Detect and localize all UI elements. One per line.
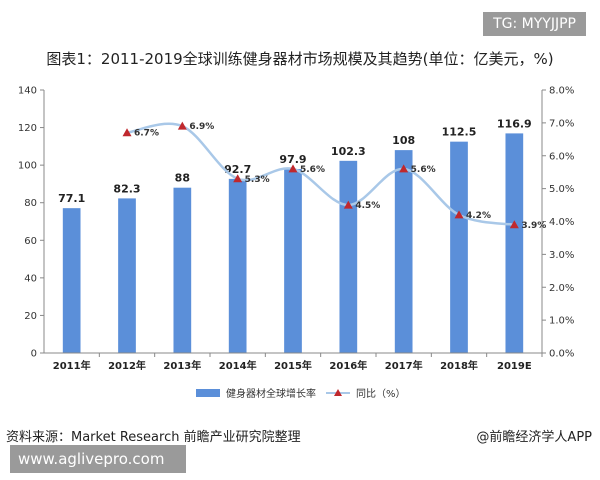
line-value-label: 4.2%: [466, 211, 491, 221]
bar-value-label: 88: [175, 172, 190, 185]
y2-tick-label: 2.0%: [549, 283, 574, 294]
legend: 健身器材全球增长率 同比（%）: [196, 387, 406, 400]
bar: [118, 198, 136, 353]
y2-tick-label: 1.0%: [549, 316, 574, 327]
y-tick-label: 0: [31, 349, 37, 360]
x-tick-label: 2012年: [108, 359, 146, 372]
source-note: 资料来源：Market Research 前瞻产业研究院整理: [6, 430, 301, 445]
bar-value-label: 92.7: [224, 163, 251, 176]
x-tick-label: 2016年: [329, 359, 367, 372]
x-axis: 2011年 2012年 2013年 2014年 2015年 2016年 2017年 2018年…: [44, 352, 543, 372]
chart-title: 图表1：2011-2019全球训练健身器材市场规模及其趋势(单位：亿美元，%): [46, 50, 554, 68]
x-tick-label: 2017年: [385, 359, 423, 372]
bar: [339, 160, 358, 353]
x-tick-label: 2015年: [274, 359, 312, 372]
y2-tick-label: 0.0%: [549, 349, 574, 360]
line-value-label: 5.3%: [245, 175, 270, 185]
y-tick-label: 80: [24, 198, 37, 209]
y-axis-left: 0 20 40 60 80 100 120 140: [18, 86, 45, 360]
y2-tick-label: 8.0%: [549, 86, 574, 97]
bar: [450, 141, 468, 353]
bar-value-label: 97.9: [279, 153, 306, 166]
legend-swatch-bar: [196, 389, 220, 397]
bar: [505, 133, 524, 353]
line-point: [177, 121, 187, 130]
y-tick-label: 40: [24, 273, 37, 284]
line-value-label: 5.6%: [411, 165, 436, 175]
line-point: [343, 200, 353, 209]
y-tick-label: 60: [24, 236, 37, 247]
bar: [284, 169, 302, 353]
line-point: [288, 164, 298, 173]
line-point: [454, 210, 464, 219]
bar-value-label: 82.3: [113, 182, 140, 195]
line-value-label: 5.6%: [300, 165, 325, 175]
bar-value-label: 102.3: [331, 145, 366, 158]
bar-series: 77.1 82.3 88 92.7 97.9 102.3 108 112.5 116.9: [58, 117, 532, 353]
y2-tick-label: 3.0%: [549, 250, 574, 261]
x-tick-label: 2019E: [497, 361, 532, 372]
y2-tick-label: 7.0%: [549, 118, 574, 129]
bar-value-label: 77.1: [58, 192, 85, 205]
chart: 0 20 40 60 80 100 120 140 0.0% 1.0% 2.0% 3.0% 4.0% 5…: [18, 86, 575, 401]
line-point: [399, 164, 409, 173]
y-tick-label: 140: [18, 86, 37, 97]
bar: [228, 178, 247, 353]
bar: [62, 208, 81, 353]
y-tick-label: 100: [18, 161, 37, 172]
bar-value-label: 108: [392, 134, 415, 147]
watermark-tag: TG: MYYJJPP: [483, 12, 586, 36]
bar-value-label: 112.5: [442, 126, 477, 139]
line-series: 6.7% 6.9% 5.3% 5.6% 4.5% 5.6% 4.2% 3.9%: [122, 121, 546, 231]
y-tick-label: 20: [24, 311, 37, 322]
x-tick-label: 2014年: [219, 359, 257, 372]
line-point: [122, 128, 132, 137]
x-tick-label: 2013年: [163, 359, 201, 372]
line-value-label: 4.5%: [355, 201, 380, 211]
y-axis-right: 0.0% 1.0% 2.0% 3.0% 4.0% 5.0% 6.0% 7.0% 8.0%: [541, 86, 574, 360]
bar: [394, 150, 413, 353]
y-tick-label: 120: [18, 123, 37, 134]
x-tick-label: 2018年: [440, 359, 478, 372]
y2-tick-label: 6.0%: [549, 151, 574, 162]
legend-swatch-marker: [334, 389, 342, 396]
line-point: [233, 174, 243, 183]
line-point: [509, 220, 519, 229]
x-tick-label: 2011年: [53, 359, 91, 372]
site-url: www.aglivepro.com: [10, 445, 186, 473]
y2-tick-label: 4.0%: [549, 217, 574, 228]
bar-value-label: 116.9: [497, 117, 532, 130]
brand-note: @前瞻经济学人APP: [476, 430, 592, 445]
bar: [173, 187, 192, 353]
legend-label-line: 同比（%）: [356, 388, 406, 400]
line-value-label: 6.9%: [189, 122, 214, 132]
y2-tick-label: 5.0%: [549, 184, 574, 195]
line-value-label: 3.9%: [521, 221, 546, 231]
line-value-label: 6.7%: [134, 129, 159, 139]
legend-label-bar: 健身器材全球增长率: [226, 387, 316, 400]
line-path: [126, 122, 515, 227]
